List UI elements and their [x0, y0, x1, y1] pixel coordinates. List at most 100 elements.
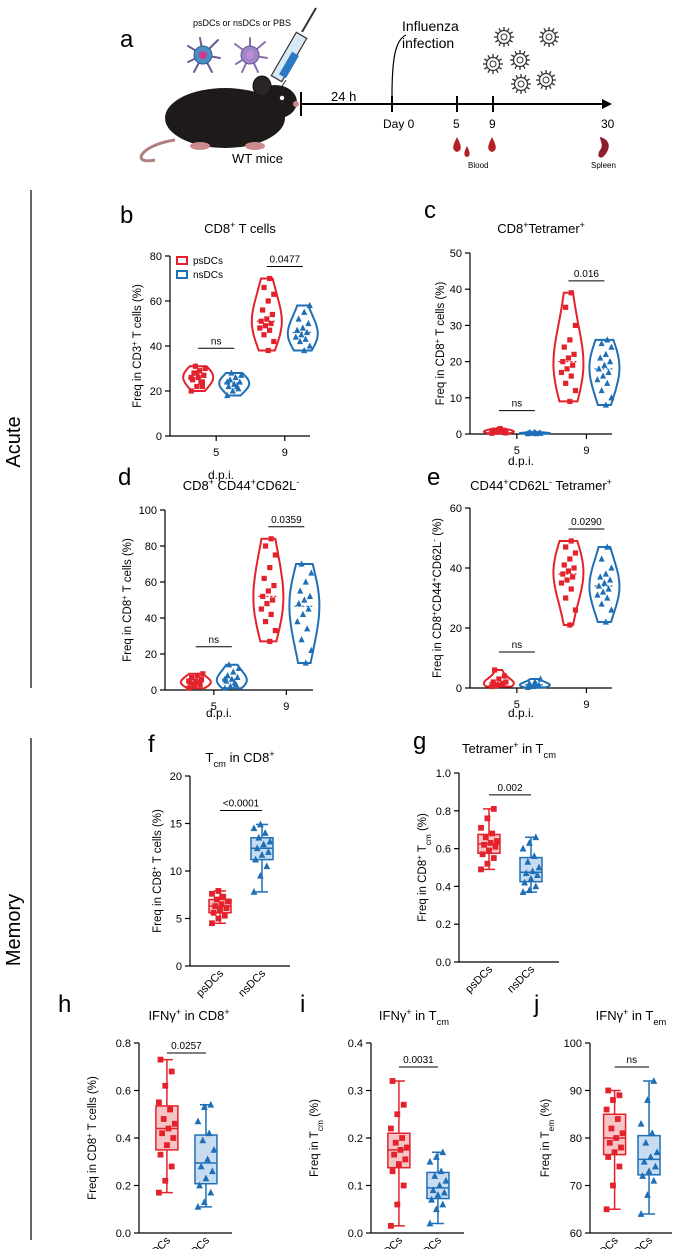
data-point: [597, 573, 604, 580]
infection-label-line2: infection: [402, 35, 454, 51]
data-point: [389, 1168, 396, 1175]
data-point: [168, 1163, 175, 1170]
x-tick-label: nsDCs: [180, 1234, 212, 1249]
data-point: [594, 591, 601, 598]
data-point: [221, 675, 228, 682]
data-point: [527, 429, 534, 436]
data-point: [389, 1078, 396, 1084]
panel-b: b CD8+ T cells Freq in CD3+ T cells (%) 0 20…: [120, 202, 319, 482]
panel-f: f Tcm in CD8+ Freq in CD8+ T cells (%) 0 5 10…: [148, 731, 290, 999]
data-point: [208, 1167, 216, 1175]
y-tick-label: 10: [170, 866, 182, 878]
data-point: [532, 882, 540, 890]
y-tick-label: 80: [145, 541, 157, 553]
data-point: [404, 1144, 410, 1151]
data-point: [207, 1100, 215, 1108]
data-point: [527, 874, 535, 882]
data-point: [299, 610, 307, 617]
panel-letter-i: i: [300, 991, 305, 1018]
virus-capsid: [512, 52, 528, 68]
treatment-label: psDCs or nsDCs or PBS: [193, 18, 291, 28]
data-point: [610, 1097, 616, 1103]
data-point: [213, 896, 220, 903]
y-tick-label: 20: [150, 386, 162, 398]
data-point: [530, 852, 538, 860]
data-point: [292, 333, 299, 340]
data-point: [394, 1111, 401, 1118]
data-point: [269, 597, 276, 603]
data-point: [196, 680, 202, 686]
data-point: [197, 368, 203, 374]
data-point: [490, 806, 497, 812]
data-point: [257, 871, 264, 879]
y-tick-label: 0.1: [348, 1181, 363, 1193]
data-point: [306, 301, 313, 309]
data-point: [606, 576, 614, 583]
influenza-virus-icons: [483, 27, 559, 94]
data-point: [572, 607, 579, 613]
dendritic-cell-icon-ps: [187, 37, 221, 73]
panel-e: e CD44+CD62L- Tetramer+ Freq in CD8+CD44+C…: [427, 464, 621, 720]
data-point: [431, 1172, 439, 1179]
data-point: [297, 587, 304, 594]
panel-title-j: IFNγ+ in Tem: [596, 1007, 667, 1027]
data-point: [303, 328, 311, 336]
blood-label: Blood: [468, 161, 488, 170]
data-point: [238, 371, 245, 378]
data-point: [234, 673, 241, 680]
virus-icon: [494, 27, 514, 47]
data-point: [604, 594, 611, 601]
comparison-label: 0.0359: [271, 515, 302, 526]
virus-icon: [511, 74, 531, 94]
data-point: [503, 679, 509, 685]
x-tick-label: 9: [282, 447, 288, 459]
y-tick-label: 90: [570, 1086, 582, 1098]
data-point: [565, 568, 572, 574]
data-point: [308, 569, 315, 576]
data-point: [497, 425, 503, 432]
data-point: [197, 1162, 205, 1170]
data-point: [489, 430, 495, 436]
panel-d: d CD8+ CD44+CD62L- Freq in CD8+ T cells (%…: [118, 464, 321, 720]
virus-core: [516, 56, 524, 64]
x-axis-label: d.p.i.: [206, 706, 232, 720]
x-tick-label: 5: [514, 445, 520, 457]
data-point: [640, 1157, 648, 1165]
virus-icon: [539, 27, 559, 47]
data-point: [217, 907, 223, 913]
data-point: [162, 1082, 169, 1089]
panel-h: h IFNγ+ in CD8+ Freq in CD8+ T cells (%) 0.…: [58, 991, 232, 1249]
y-tick-label: 0.6: [116, 1086, 131, 1098]
data-point: [267, 638, 273, 644]
x-tick-label: psDCs: [194, 967, 226, 999]
panel-title-b: CD8+ T cells: [204, 220, 276, 236]
virus-icon: [510, 50, 530, 70]
y-tick-label: 0: [456, 429, 462, 441]
data-point: [644, 1096, 651, 1103]
data-point: [196, 1181, 203, 1189]
data-point: [193, 678, 199, 684]
data-point: [558, 369, 565, 376]
data-point: [235, 664, 242, 671]
data-point: [262, 323, 268, 329]
data-point: [194, 1117, 202, 1125]
data-point: [526, 886, 533, 894]
blood-drop-icon: [464, 146, 470, 157]
y-tick-label: 40: [450, 284, 462, 296]
x-tick-label: nsDCs: [505, 963, 537, 995]
data-point: [618, 1144, 624, 1151]
x-tick-label: nsDCs: [236, 967, 268, 999]
infection-pointer: [391, 34, 407, 97]
panel-g: g Tetramer+ in Tcm Freq in CD8+ Tcm (%) 0.0…: [413, 728, 559, 995]
mouse-label: WT mice: [232, 151, 283, 166]
data-point: [647, 1153, 655, 1160]
data-point: [605, 1154, 612, 1160]
data-point: [563, 544, 569, 550]
y-axis-label-c: Freq in CD8+ T cells (%): [433, 282, 448, 406]
data-point: [594, 376, 601, 383]
data-point: [264, 601, 270, 607]
data-point: [489, 683, 495, 690]
y-tick-label: 0.0: [348, 1228, 363, 1240]
x-tick-label: 9: [583, 699, 589, 711]
data-point: [231, 380, 238, 387]
